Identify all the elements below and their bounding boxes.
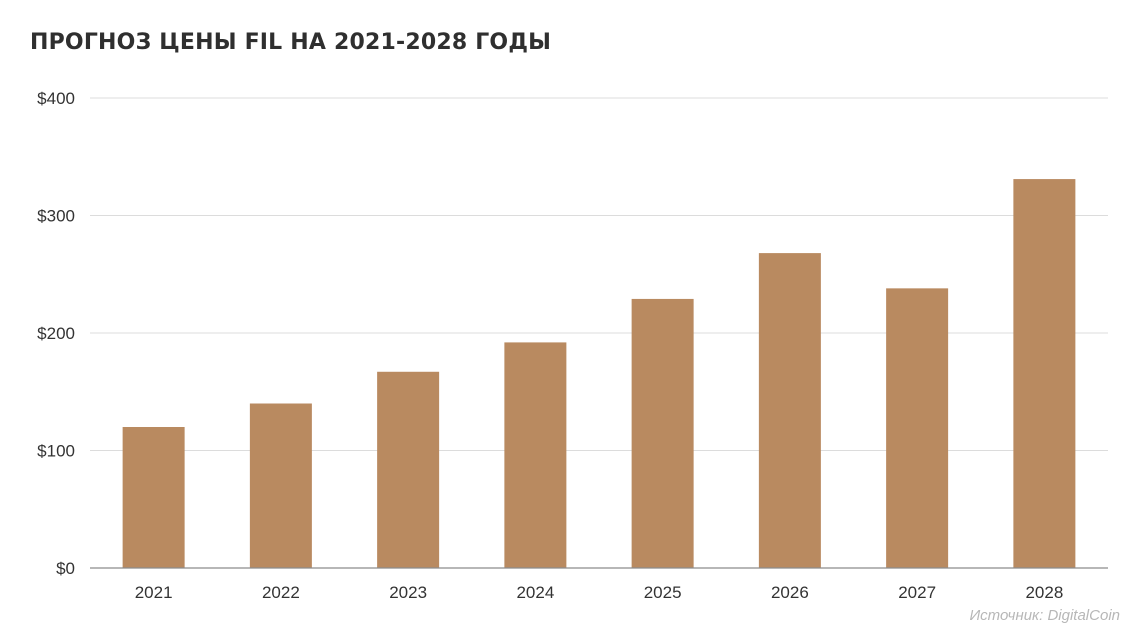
y-tick-label: $100: [37, 442, 75, 461]
chart-title: ПРОГНОЗ ЦЕНЫ FIL НА 2021-2028 ГОДЫ: [30, 30, 552, 55]
bars: [122, 179, 1076, 568]
bar-2022: [249, 403, 312, 568]
bar-2027: [886, 288, 949, 568]
y-tick-label: $0: [56, 559, 75, 578]
x-tick-label: 2026: [771, 583, 809, 602]
bar-2024: [504, 342, 567, 568]
x-tick-label: 2028: [1025, 583, 1063, 602]
bar-2021: [122, 427, 185, 568]
bar-2023: [377, 371, 440, 568]
y-tick-label: $200: [37, 324, 75, 343]
x-tick-label: 2022: [262, 583, 300, 602]
x-tick-label: 2025: [644, 583, 682, 602]
grid-lines: [90, 97, 1108, 451]
x-tick-label: 2024: [516, 583, 554, 602]
bar-2026: [758, 253, 821, 568]
source-note: Источник: DigitalCoin: [969, 607, 1120, 624]
y-tick-label: $400: [37, 89, 75, 108]
y-axis-tick-labels: $0 $100 $200 $300 $400: [37, 89, 75, 578]
x-tick-label: 2023: [389, 583, 427, 602]
bar-2028: [1013, 179, 1076, 568]
x-axis-tick-labels: 2021 2022 2023 2024 2025 2026 2027 2028: [135, 583, 1064, 602]
x-tick-label: 2021: [135, 583, 173, 602]
bar-2025: [631, 298, 694, 568]
y-tick-label: $300: [37, 207, 75, 226]
x-tick-label: 2027: [898, 583, 936, 602]
